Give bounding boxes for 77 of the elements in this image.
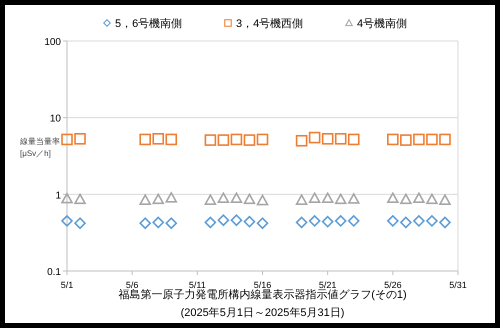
point (400, 194, 412, 204)
point (61, 134, 73, 146)
point (348, 134, 360, 146)
point (74, 217, 86, 230)
point (426, 134, 438, 146)
point (244, 134, 256, 146)
point (165, 134, 178, 146)
point (387, 215, 399, 227)
point (426, 215, 438, 227)
point (139, 217, 151, 230)
point (204, 216, 216, 228)
point (308, 192, 320, 204)
point (322, 216, 334, 228)
point (296, 216, 308, 228)
point (296, 134, 308, 147)
point (218, 192, 230, 204)
point (74, 133, 86, 145)
text: 福島第一原子力発電所構内線量表示器指示値グラフ(その1) (118, 288, 407, 301)
y-axis-title: 線量当量率 [μSv／h] (19, 137, 60, 158)
y-tick-label: 1 (55, 190, 62, 202)
point (400, 216, 412, 228)
point (230, 192, 242, 204)
point (308, 132, 320, 144)
point (244, 194, 256, 204)
point (61, 215, 73, 227)
y-tick-label: 10 (50, 114, 62, 125)
point (204, 194, 216, 205)
point (439, 134, 451, 146)
point (256, 194, 268, 206)
point (256, 217, 268, 230)
point (387, 134, 399, 146)
x-tick-label: 5/1 (60, 280, 74, 290)
point (334, 215, 346, 227)
x-tick-label: 5/6 (126, 280, 138, 290)
point (426, 194, 438, 204)
point (413, 192, 425, 204)
point (322, 133, 334, 145)
point (218, 134, 230, 146)
point (348, 193, 360, 204)
point (413, 134, 425, 146)
point (244, 216, 256, 228)
point (165, 217, 178, 230)
point (387, 192, 399, 204)
point (400, 134, 412, 146)
point (165, 192, 178, 203)
y-tick-label: 0.1 (47, 267, 62, 278)
point (439, 216, 451, 228)
point (439, 194, 451, 205)
point (152, 133, 164, 145)
point (334, 194, 346, 204)
text: (2025年5月1日～2025年5月31日) (180, 307, 344, 319)
x-tick-label: 5/31 (449, 280, 467, 290)
point (230, 134, 242, 146)
point (296, 194, 308, 205)
legend-label: 5，6号機南側 (115, 17, 182, 30)
point (218, 214, 230, 226)
point (61, 192, 73, 204)
point (139, 194, 151, 205)
point (334, 133, 346, 145)
x-tick-label: 5/26 (384, 280, 402, 290)
point (152, 216, 164, 228)
x-tick-label: 5/21 (318, 280, 336, 290)
point (139, 134, 151, 146)
point (74, 194, 86, 204)
legend-label: 3，4号機西側 (236, 18, 304, 30)
point (230, 214, 242, 226)
y-tick-label: 100 (44, 37, 62, 48)
point (204, 134, 216, 146)
point (413, 215, 425, 227)
point (322, 192, 334, 204)
point (308, 215, 320, 227)
point (348, 215, 360, 227)
x-tick-label: 5/11 (188, 280, 206, 290)
legend-label: 4号機南側 (357, 17, 408, 30)
x-tick-label: 5/16 (254, 280, 272, 290)
point (256, 134, 268, 146)
point (152, 194, 164, 204)
